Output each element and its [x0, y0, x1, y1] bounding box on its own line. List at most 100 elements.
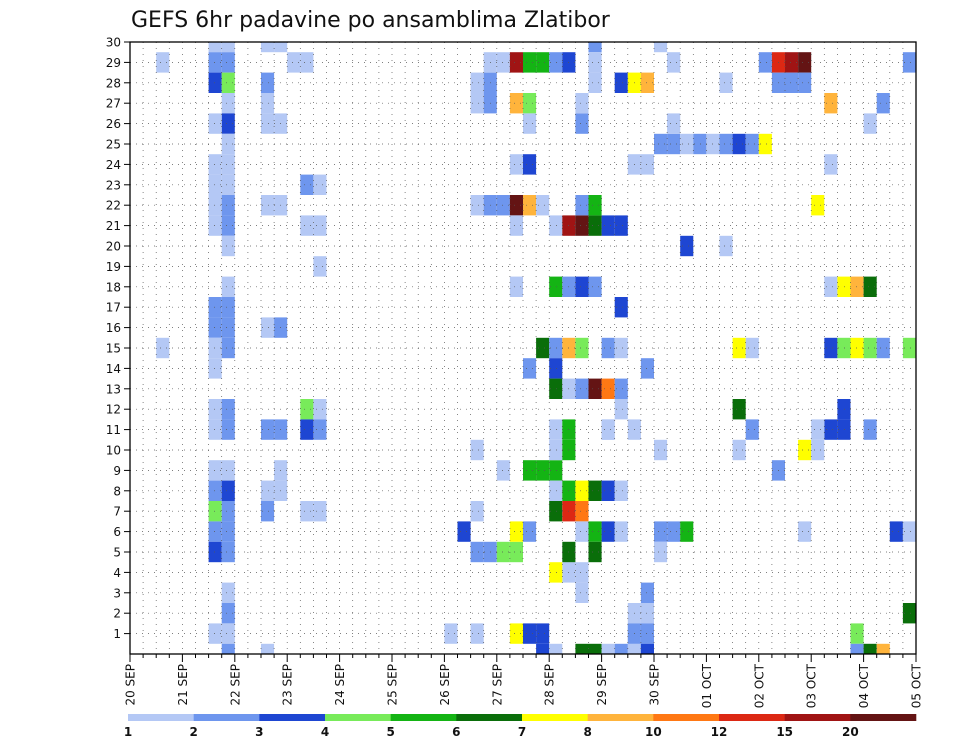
heatmap-cell	[601, 419, 615, 440]
heatmap-cell	[156, 337, 170, 359]
colorbar-segment	[850, 714, 917, 721]
y-tick-label: 18	[106, 280, 121, 294]
heatmap-cell	[549, 337, 563, 359]
heatmap-cell	[496, 195, 510, 216]
heatmap-cell	[536, 623, 550, 644]
heatmap-cell	[549, 439, 563, 461]
heatmap-cell	[719, 133, 733, 155]
heatmap-cell	[876, 643, 890, 654]
heatmap-cell	[850, 276, 864, 297]
heatmap-cell	[549, 480, 563, 501]
heatmap-cell	[588, 42, 602, 53]
colorbar-label: 4	[321, 725, 329, 739]
heatmap-cell	[300, 174, 314, 195]
heatmap-cell	[221, 113, 235, 134]
heatmap-cell	[457, 521, 471, 542]
heatmap-cell	[575, 643, 589, 654]
y-tick-label: 6	[113, 525, 121, 539]
x-tick-label: 25 SEP	[386, 664, 400, 706]
heatmap-cell	[221, 52, 235, 73]
heatmap-cell	[470, 195, 484, 216]
heatmap-cell	[261, 419, 275, 440]
heatmap-cell	[588, 643, 602, 654]
y-tick-label: 7	[113, 505, 121, 519]
heatmap-cell	[654, 439, 668, 461]
y-tick-label: 26	[106, 117, 121, 131]
heatmap-cell	[549, 643, 563, 654]
heatmap-cell	[261, 195, 275, 216]
heatmap-cell	[654, 42, 668, 53]
heatmap-cell	[509, 623, 523, 644]
heatmap-cell	[758, 133, 772, 155]
heatmap-cell	[444, 623, 458, 644]
y-tick-label: 28	[106, 76, 121, 90]
heatmap-cell	[640, 358, 654, 379]
heatmap-cell	[221, 623, 235, 644]
colorbar-segment	[653, 714, 720, 721]
x-axis: 20 SEP 21 SEP 22 SEP 23 SEP 24 SEP 25 SEP 26 S…	[124, 654, 924, 708]
heatmap-cell	[221, 297, 235, 318]
heatmap-cell	[575, 521, 589, 542]
heatmap-cell	[509, 215, 523, 236]
heatmap-cell	[549, 276, 563, 297]
heatmap-cell	[785, 72, 799, 93]
heatmap-cell	[549, 460, 563, 481]
heatmap-cell	[208, 501, 222, 522]
heatmap-cell	[261, 501, 275, 522]
heatmap-cell	[575, 93, 589, 114]
heatmap-cell	[863, 643, 877, 654]
heatmap-cell	[798, 521, 812, 542]
heatmap-cell	[824, 419, 838, 440]
heatmap-cell	[221, 276, 235, 297]
heatmap-cell	[889, 521, 903, 542]
heatmap-cell	[300, 215, 314, 236]
heatmap-cell	[208, 521, 222, 542]
heatmap-cell	[496, 460, 510, 481]
heatmap-cell	[785, 52, 799, 73]
heatmap-cell	[549, 562, 563, 583]
heatmap-cell	[536, 337, 550, 359]
heatmap-cell	[654, 521, 668, 542]
heatmap-cell	[208, 195, 222, 216]
heatmap-cell	[588, 521, 602, 542]
heatmap-cell	[732, 439, 746, 461]
heatmap-cell	[208, 113, 222, 134]
heatmap-cell	[575, 337, 589, 359]
heatmap-cell	[614, 337, 628, 359]
heatmap-cell	[523, 623, 537, 644]
y-tick-label: 12	[106, 403, 121, 417]
colorbar-segment	[193, 714, 260, 721]
x-tick-label: 29 SEP	[595, 664, 609, 706]
heatmap-cell	[824, 154, 838, 175]
heatmap-cell	[824, 276, 838, 297]
heatmap-cell	[640, 72, 654, 93]
heatmap-cell	[549, 419, 563, 440]
x-tick-label: 22 SEP	[228, 664, 242, 706]
heatmap-cell	[601, 378, 615, 399]
heatmap-cell	[221, 603, 235, 624]
heatmap-cell	[221, 133, 235, 155]
y-tick-label: 20	[106, 240, 121, 254]
heatmap-cell	[863, 276, 877, 297]
heatmap-cell	[601, 480, 615, 501]
heatmap-cell	[300, 399, 314, 420]
heatmap-cell	[640, 643, 654, 654]
colorbar-segment	[456, 714, 523, 721]
heatmap-cell	[588, 195, 602, 216]
y-tick-label: 27	[106, 97, 121, 111]
colorbar: 1 2 3 4 5 6 7 8 10 12 15 20	[124, 714, 917, 739]
y-tick-label: 2	[113, 607, 121, 621]
colorbar-segment	[259, 714, 326, 721]
heatmap-cell	[300, 419, 314, 440]
heatmap-cell	[221, 501, 235, 522]
y-tick-label: 3	[113, 586, 121, 600]
heatmap-cell	[601, 643, 615, 654]
heatmap-cell	[523, 113, 537, 134]
heatmap-cell	[221, 399, 235, 420]
heatmap-cell	[313, 419, 327, 440]
heatmap-cell	[208, 419, 222, 440]
y-tick-label: 5	[113, 546, 121, 560]
heatmap-cell	[876, 93, 890, 114]
heatmap-cell	[667, 113, 681, 134]
